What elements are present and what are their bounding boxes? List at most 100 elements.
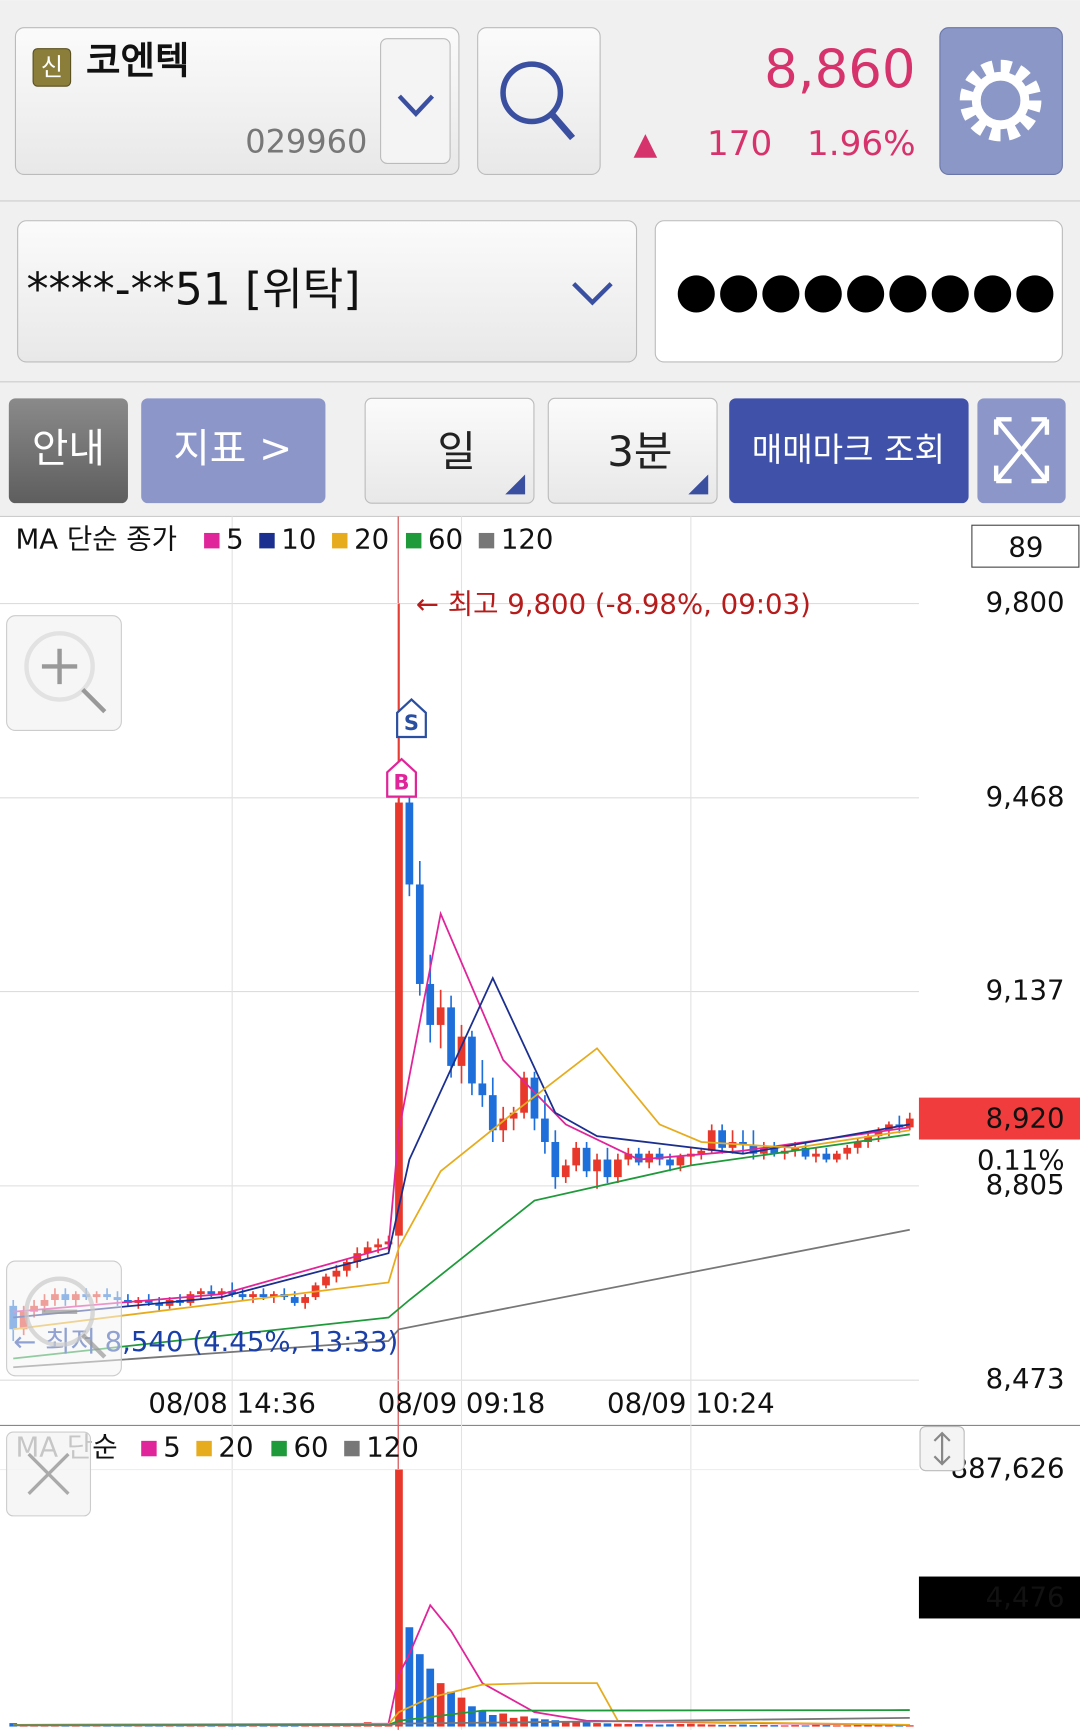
current-volume-box — [918, 1576, 1080, 1619]
current-volume: 4,476 — [986, 1581, 1065, 1614]
candle-body — [864, 1136, 872, 1142]
candle-body — [342, 1261, 351, 1271]
legend-label: 20 — [218, 1431, 253, 1464]
volume-bar — [780, 1725, 789, 1727]
volume-bar — [791, 1725, 799, 1727]
stock-box[interactable] — [14, 27, 460, 175]
candle-body — [822, 1153, 831, 1160]
candle-body — [624, 1153, 633, 1160]
candle-body — [874, 1130, 883, 1137]
legend-swatch — [196, 1440, 212, 1457]
volume-bar — [415, 1654, 424, 1727]
chevron — [397, 94, 435, 117]
password-box[interactable] — [654, 220, 1063, 363]
y-tick-label: 887,626 — [951, 1452, 1065, 1485]
ma-line — [13, 1682, 910, 1726]
candle-body — [488, 1095, 497, 1131]
interval-button[interactable] — [547, 397, 718, 504]
volume-bar — [728, 1724, 737, 1727]
candle-body — [259, 1294, 268, 1298]
volume-bar — [541, 1719, 549, 1727]
account-box[interactable] — [17, 220, 638, 363]
current-price: 8,920 — [986, 1102, 1065, 1135]
volume-bar — [749, 1725, 758, 1727]
trade-marker-label: B — [394, 770, 410, 794]
volume-bar — [290, 1725, 299, 1727]
candle-body — [812, 1153, 820, 1157]
expand-icon — [993, 417, 1050, 484]
volume-bar — [801, 1725, 810, 1727]
volume-bar — [676, 1723, 685, 1727]
gear-icon — [971, 71, 1030, 130]
volume-bar — [468, 1706, 476, 1727]
legend-label: 60 — [293, 1431, 328, 1464]
account-number: ****-**51 [위탁] — [26, 264, 360, 315]
button-label: 매매마크 조회 — [752, 430, 945, 469]
count-box — [971, 524, 1080, 568]
candle-body — [228, 1291, 237, 1295]
candle-body — [707, 1130, 716, 1151]
volume-bar — [905, 1725, 914, 1727]
change-rate: 1.96% — [807, 124, 916, 164]
volume-bar — [270, 1725, 278, 1727]
candle-body — [853, 1141, 862, 1148]
period-button[interactable] — [364, 397, 535, 504]
candle-body — [801, 1147, 810, 1157]
button-label: 안내 — [32, 426, 105, 472]
candle-body — [270, 1294, 278, 1298]
current-price-box — [918, 1097, 1080, 1140]
volume-bar — [280, 1725, 289, 1727]
volume-bar — [812, 1724, 820, 1727]
legend-swatch — [204, 532, 220, 549]
volume-bar — [697, 1724, 706, 1727]
gear-icon — [959, 59, 1042, 142]
legend-label: 10 — [281, 523, 316, 556]
legend-label: 5 — [163, 1431, 181, 1464]
candle-body — [843, 1147, 852, 1154]
candle-body — [207, 1291, 216, 1295]
zoom-in-button[interactable] — [6, 615, 122, 731]
candle-body — [332, 1270, 341, 1277]
legend-swatch — [344, 1440, 360, 1457]
volume-bar — [447, 1691, 455, 1727]
ma-line — [13, 1603, 910, 1727]
candle-body — [905, 1118, 914, 1128]
indicator-button[interactable] — [141, 398, 326, 504]
candle-body — [718, 1130, 726, 1148]
change: 170 — [707, 124, 772, 164]
settings-button[interactable] — [939, 27, 1063, 175]
candle-body — [572, 1147, 581, 1166]
candle-body — [541, 1118, 549, 1142]
zoom-out-button[interactable] — [6, 1260, 122, 1377]
password: ●●●●●●●●● — [675, 263, 1056, 319]
candle-body — [770, 1147, 779, 1154]
candle-body — [499, 1118, 508, 1131]
volume-bar — [832, 1725, 841, 1727]
legend-swatch — [259, 532, 275, 549]
search-button[interactable] — [477, 27, 601, 175]
volume-bar — [822, 1725, 831, 1727]
candle-body — [197, 1291, 205, 1295]
volume-bar — [238, 1725, 247, 1727]
candle-body — [520, 1077, 528, 1113]
candle-body — [353, 1253, 362, 1262]
search-icon — [500, 61, 564, 125]
count: 89 — [1008, 530, 1043, 563]
legend-swatch — [332, 532, 348, 549]
volume-bar — [228, 1725, 237, 1727]
volume-bar — [457, 1697, 466, 1727]
legend-label: 60 — [428, 523, 463, 556]
trade-marks-button[interactable] — [729, 398, 969, 504]
candle-body — [155, 1302, 164, 1306]
guide-button[interactable] — [8, 398, 128, 504]
candle-body — [603, 1159, 612, 1178]
volume-bar — [624, 1723, 633, 1727]
candle-body — [551, 1141, 560, 1178]
candle-body — [509, 1112, 518, 1119]
volume-bar — [436, 1683, 445, 1727]
candle-body — [832, 1153, 841, 1160]
volume-bar — [603, 1723, 612, 1727]
dropdown[interactable] — [380, 38, 451, 164]
volume-bar — [874, 1725, 883, 1727]
